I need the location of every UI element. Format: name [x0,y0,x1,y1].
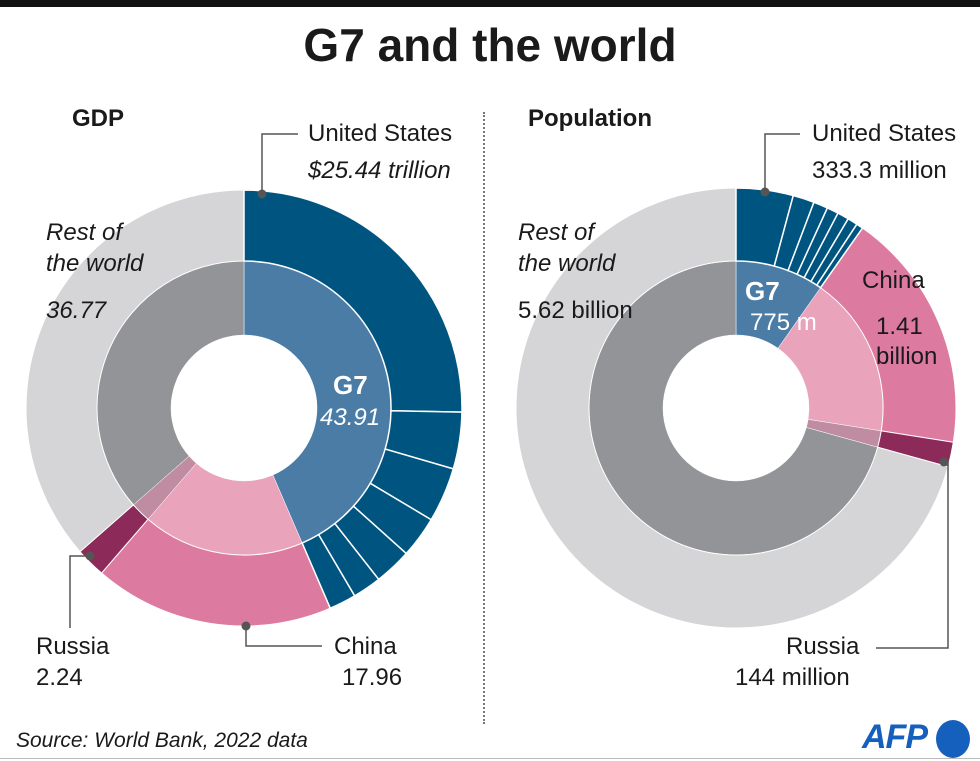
gdp-china-value: 17.96 [342,664,403,691]
pop-russia-value: 144 million [735,664,850,691]
gdp-rest-label-1: Rest of [46,219,123,246]
gdp-us-value: $25.44 trillion [308,157,451,184]
pop-g7-label: G7 [745,276,780,306]
pop-china-label: China [862,267,925,294]
gdp-china-leader-dot [241,621,251,631]
gdp-russia-leader-dot [85,551,95,561]
pop-us-value: 333.3 million [812,157,947,184]
gdp-china-label: China [334,633,397,660]
pop-g7-value: 775 m [750,309,817,336]
afp-logo: AFP [862,718,928,756]
pop-china-value-2: billion [876,343,938,370]
gdp-rest-value: 36.77 [46,297,107,324]
gdp-g7-label: G7 [333,370,368,400]
gdp-outer-g7-country-slice [301,533,356,610]
pop-russia-label: Russia [786,633,860,660]
gdp-russia-value: 2.24 [36,664,83,691]
pop-rest-value: 5.62 billion [518,297,633,324]
gdp-us-label: United States [308,120,453,147]
gdp-g7-value: 43.91 [320,404,381,431]
source-note: Source: World Bank, 2022 data [16,729,308,752]
pop-rest-label-1: Rest of [518,219,595,246]
pop-outer-g7-country-slice [815,223,864,289]
pop-us-leader [764,133,800,192]
divider [483,112,485,724]
top-bar [0,0,980,7]
gdp-outer-rest-slice [25,189,245,553]
infographic-title: G7 and the world [303,19,677,71]
pop-title: Population [528,105,652,132]
pop-rest-label-2: the world [518,250,616,277]
pop-russia-leader-dot [939,457,949,467]
gdp-rest-label-2: the world [46,250,144,277]
pop-outer-rest-slice [515,187,949,629]
pop-us-label: United States [812,120,957,147]
afp-logo-dot [936,720,970,758]
gdp-russia-label: Russia [36,633,110,660]
gdp-us-leader [261,133,298,194]
gdp-us-leader-dot [257,189,267,199]
gdp-title: GDP [72,105,125,132]
bottom-rule [0,758,980,759]
gdp-outer-g7-country-slice [243,189,463,413]
pop-us-leader-dot [760,187,770,197]
gdp-china-leader [245,626,322,647]
pop-china-value-1: 1.41 [876,313,923,340]
gdp-russia-leader [69,555,90,628]
